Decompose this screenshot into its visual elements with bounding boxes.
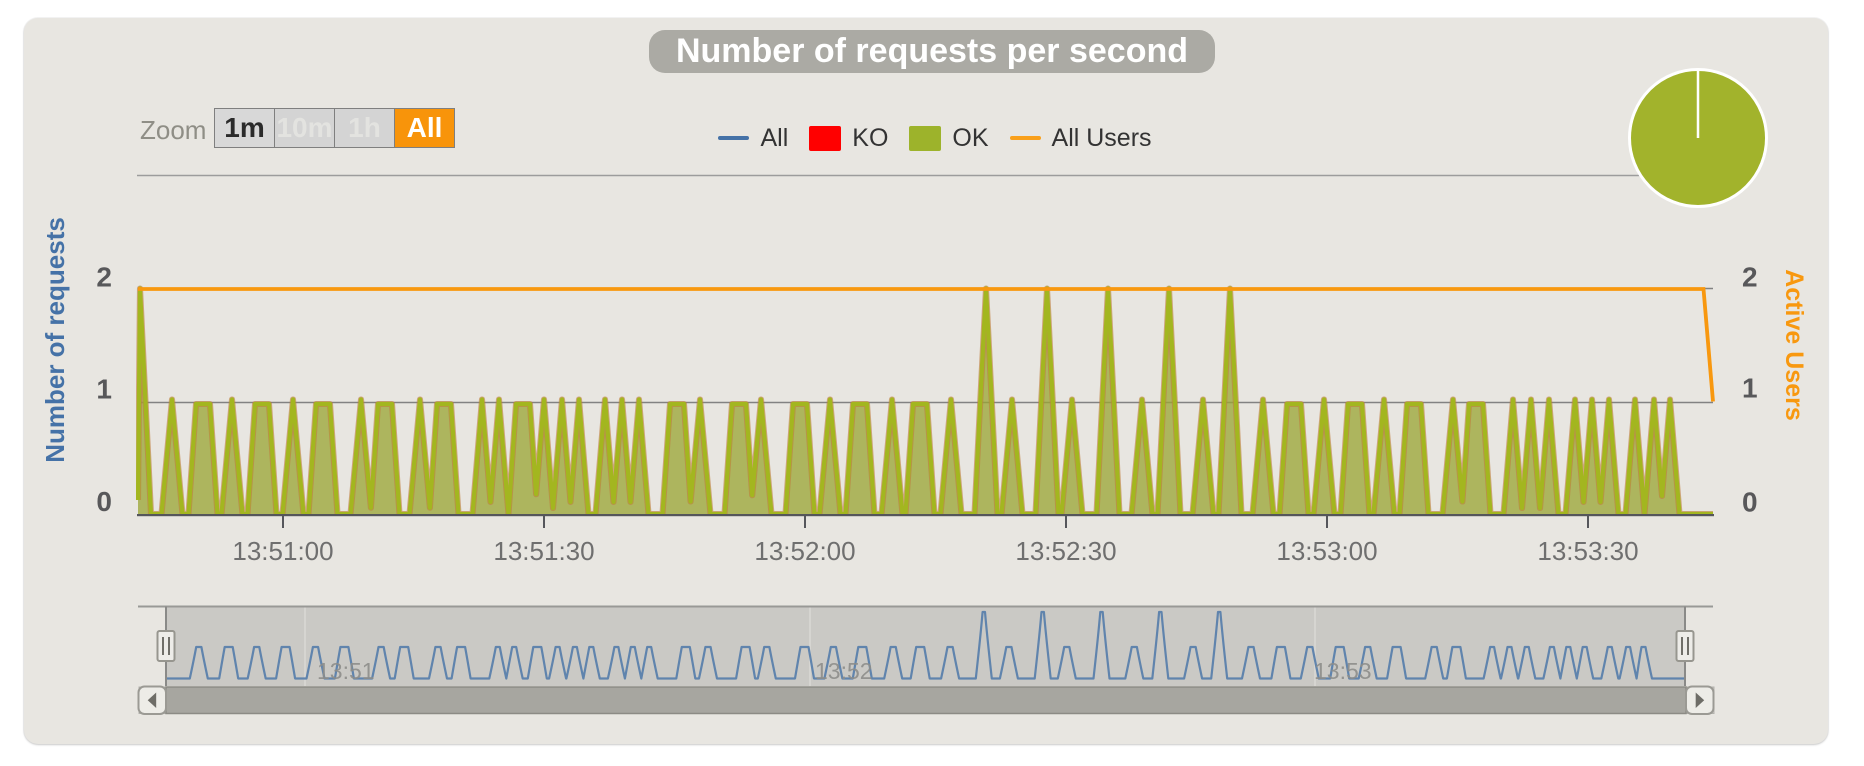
svg-text:13:52:30: 13:52:30 [1015, 536, 1116, 566]
svg-text:2: 2 [1742, 262, 1758, 293]
svg-text:13:51: 13:51 [317, 658, 375, 684]
svg-text:Active Users: Active Users [1780, 269, 1808, 420]
svg-text:13:51:30: 13:51:30 [493, 536, 594, 566]
svg-text:1: 1 [96, 374, 112, 405]
svg-text:2: 2 [96, 262, 112, 293]
svg-text:Number of requests: Number of requests [40, 217, 70, 463]
svg-text:13:53:00: 13:53:00 [1276, 536, 1377, 566]
svg-text:13:52: 13:52 [815, 658, 873, 684]
svg-text:0: 0 [96, 486, 112, 517]
svg-text:1: 1 [1742, 373, 1758, 404]
svg-text:13:52:00: 13:52:00 [754, 536, 855, 566]
svg-text:13:53: 13:53 [1314, 658, 1372, 684]
svg-text:0: 0 [1742, 487, 1758, 518]
svg-text:13:51:00: 13:51:00 [232, 536, 333, 566]
svg-text:13:53:30: 13:53:30 [1537, 536, 1638, 566]
